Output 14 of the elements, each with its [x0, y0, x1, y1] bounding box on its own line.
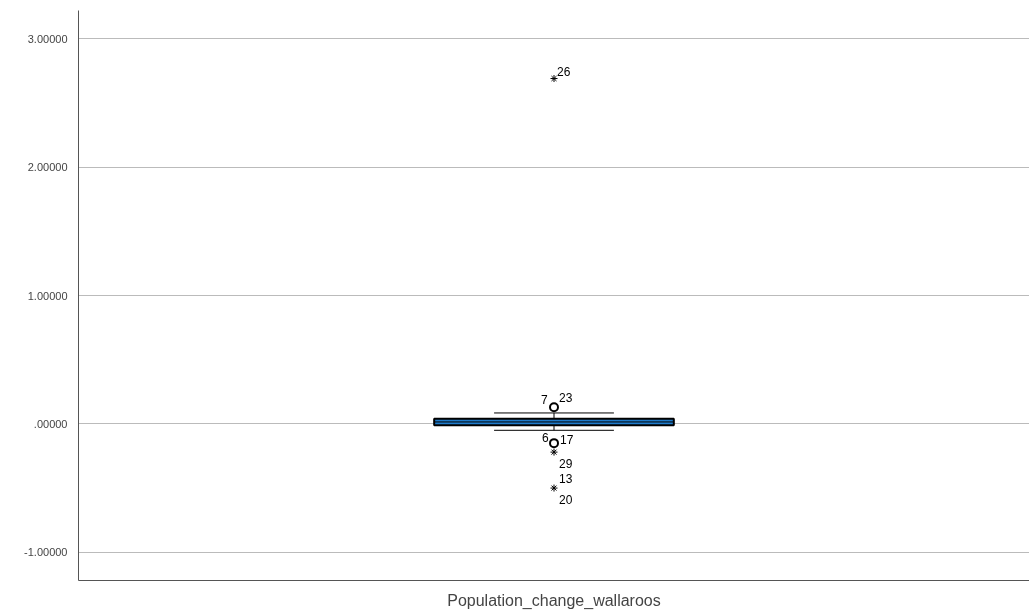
annotation: 26	[557, 64, 571, 79]
annotation: 13	[559, 472, 573, 487]
y-tick-label: 3.00000	[27, 32, 68, 45]
x-tick-label: Population_change_wallaroos	[447, 591, 661, 610]
y-tick-label: 2.00000	[27, 161, 68, 174]
annotation: 6	[542, 431, 549, 446]
annotation: 20	[559, 493, 573, 508]
annotation: 23	[559, 391, 573, 406]
y-tick-label: -1.00000	[24, 546, 68, 559]
y-tick-label: .00000	[33, 417, 68, 430]
annotation: 29	[559, 457, 573, 472]
annotation: 7	[541, 393, 548, 408]
annotation: 17	[560, 433, 574, 448]
y-tick-label: 1.00000	[27, 289, 68, 302]
